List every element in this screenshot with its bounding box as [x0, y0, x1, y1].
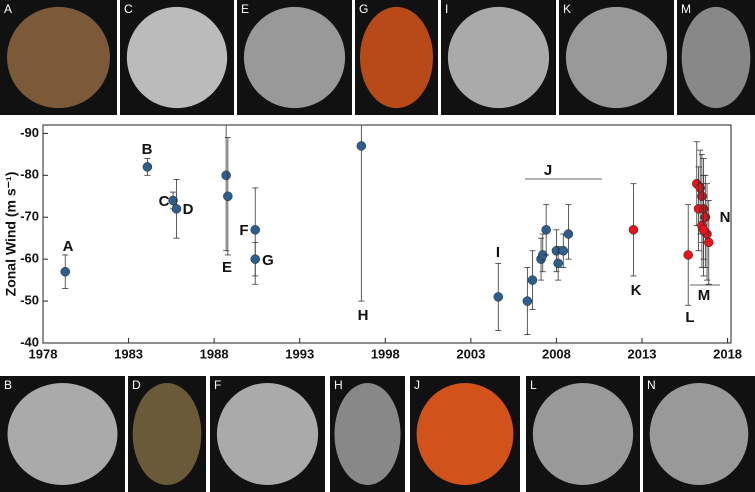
panel-label: H [334, 378, 343, 392]
panel-label: A [4, 2, 12, 16]
y-tick-label: -70 [20, 209, 39, 224]
panel-label: B [4, 378, 12, 392]
y-tick-label: -80 [20, 167, 39, 182]
point [558, 246, 569, 256]
point [683, 250, 693, 260]
point [493, 292, 503, 302]
planet [126, 6, 228, 109]
x-tick-label: 1998 [371, 346, 400, 361]
annotation: B [142, 141, 153, 158]
x-tick-label: 1983 [114, 346, 143, 361]
planet [243, 6, 346, 109]
x-tick-label: 2018 [713, 346, 742, 361]
annotation: E [222, 259, 232, 276]
panel-label: I [445, 2, 448, 16]
annotation: F [239, 222, 248, 239]
planet [359, 6, 434, 109]
annotation: A [63, 238, 74, 255]
point [704, 237, 714, 248]
planet [681, 6, 751, 109]
planet [416, 382, 514, 486]
x-tick-label: 2008 [542, 346, 571, 361]
planet [532, 382, 634, 486]
planet [649, 382, 749, 486]
panel-label: L [530, 378, 537, 392]
point [142, 162, 153, 172]
panel-label: D [132, 378, 141, 392]
point [356, 141, 367, 151]
y-tick-label: -90 [20, 125, 39, 140]
x-tick-label: 2013 [628, 346, 657, 361]
point [60, 266, 70, 277]
annotation: J [544, 162, 552, 179]
y-tick-label: -60 [20, 251, 39, 266]
x-tick-label: 2003 [456, 346, 485, 361]
planet [7, 6, 110, 109]
x-tick-label: 1993 [285, 346, 314, 361]
annotations: A B C D E F G H I J K L M N [63, 141, 731, 326]
x-tick-label: 1988 [200, 346, 229, 361]
y-tick-label: -40 [20, 334, 39, 349]
annotation: H [358, 307, 369, 324]
y-axis-label: Zonal Wind (m s⁻¹) [3, 172, 19, 297]
y-tick-label: -50 [20, 293, 39, 308]
point [223, 191, 233, 202]
point [553, 258, 563, 269]
point [628, 225, 639, 235]
point [563, 229, 574, 239]
panel-label: G [359, 2, 368, 16]
annotation: C [159, 193, 170, 210]
panel-label: E [241, 2, 249, 16]
panel-label: F [214, 378, 221, 392]
panel-label: K [563, 2, 571, 16]
panel-label: C [124, 2, 133, 16]
annotation: I [496, 244, 500, 261]
panel-label: J [414, 378, 420, 392]
point [168, 195, 178, 206]
planet [216, 382, 319, 486]
point [522, 296, 533, 306]
point [171, 204, 182, 214]
point [541, 225, 551, 235]
planet [447, 6, 550, 109]
point [700, 212, 711, 222]
point [250, 225, 260, 235]
planet [7, 382, 118, 486]
annotation: D [183, 201, 194, 218]
point [698, 225, 709, 235]
x-tick-label: 1978 [29, 346, 58, 361]
annotation: L [685, 309, 694, 326]
panel-label: N [647, 378, 656, 392]
point [250, 254, 260, 264]
panel-label: M [681, 2, 691, 16]
annotation: M [698, 287, 711, 304]
annotation: N [720, 209, 731, 226]
planet [565, 6, 668, 109]
point [221, 170, 231, 181]
annotation: K [631, 282, 642, 299]
plot-frame [42, 124, 732, 344]
point [527, 275, 538, 285]
annotation: G [262, 252, 274, 269]
planet [334, 382, 401, 486]
planet [132, 382, 202, 486]
